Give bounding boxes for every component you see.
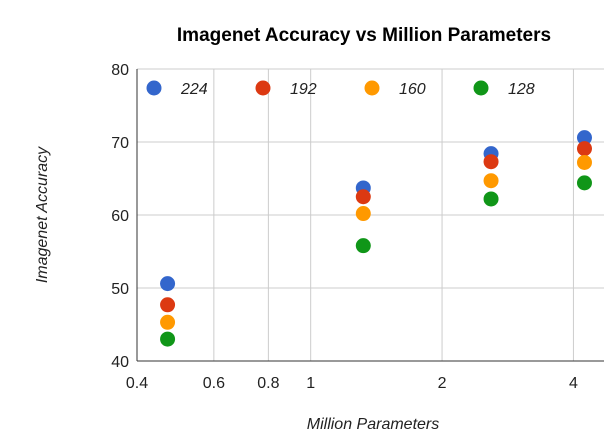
x-tick-label: 0.4 xyxy=(126,375,148,392)
data-point-192 xyxy=(483,154,499,170)
data-point-160 xyxy=(355,206,371,222)
data-points xyxy=(160,130,592,347)
data-point-128 xyxy=(160,331,176,347)
grid-lines xyxy=(137,68,604,361)
data-point-224 xyxy=(576,130,592,146)
data-point-128 xyxy=(576,175,592,191)
data-point-224 xyxy=(160,276,176,292)
x-tick-label: 0.6 xyxy=(203,375,225,392)
legend-marker-160 xyxy=(364,80,380,96)
legend-label-192: 192 xyxy=(290,81,317,98)
y-tick-label: 50 xyxy=(111,281,129,298)
x-axis-label: Million Parameters xyxy=(307,416,439,433)
data-point-128 xyxy=(483,191,499,207)
y-tick-label: 80 xyxy=(111,62,129,79)
axes xyxy=(136,69,604,362)
legend-marker-128 xyxy=(473,80,489,96)
legend: 224 192 160 128 xyxy=(146,80,535,98)
data-point-160 xyxy=(160,314,176,330)
data-point-128 xyxy=(355,238,371,254)
data-point-160 xyxy=(576,154,592,170)
data-point-192 xyxy=(160,297,176,313)
x-tick-label: 1 xyxy=(306,375,315,392)
data-point-192 xyxy=(576,141,592,157)
data-point-192 xyxy=(355,189,371,205)
chart-title: Imagenet Accuracy vs Million Parameters xyxy=(177,25,551,46)
x-tick-label: 4 xyxy=(569,375,578,392)
legend-label-160: 160 xyxy=(399,81,426,98)
y-tick-label: 40 xyxy=(111,354,129,371)
y-tick-label: 70 xyxy=(111,135,129,152)
legend-marker-192 xyxy=(255,80,271,96)
legend-label-224: 224 xyxy=(180,81,208,98)
data-point-160 xyxy=(483,173,499,189)
x-tick-label: 0.8 xyxy=(257,375,279,392)
legend-label-128: 128 xyxy=(508,81,535,98)
legend-marker-224 xyxy=(146,80,162,96)
y-axis-label: Imagenet Accuracy xyxy=(34,146,51,283)
x-tick-label: 2 xyxy=(438,375,447,392)
y-tick-label: 60 xyxy=(111,208,129,225)
tick-labels: 40 50 60 70 80 0.4 0.6 0.8 1 2 4 xyxy=(111,62,578,392)
